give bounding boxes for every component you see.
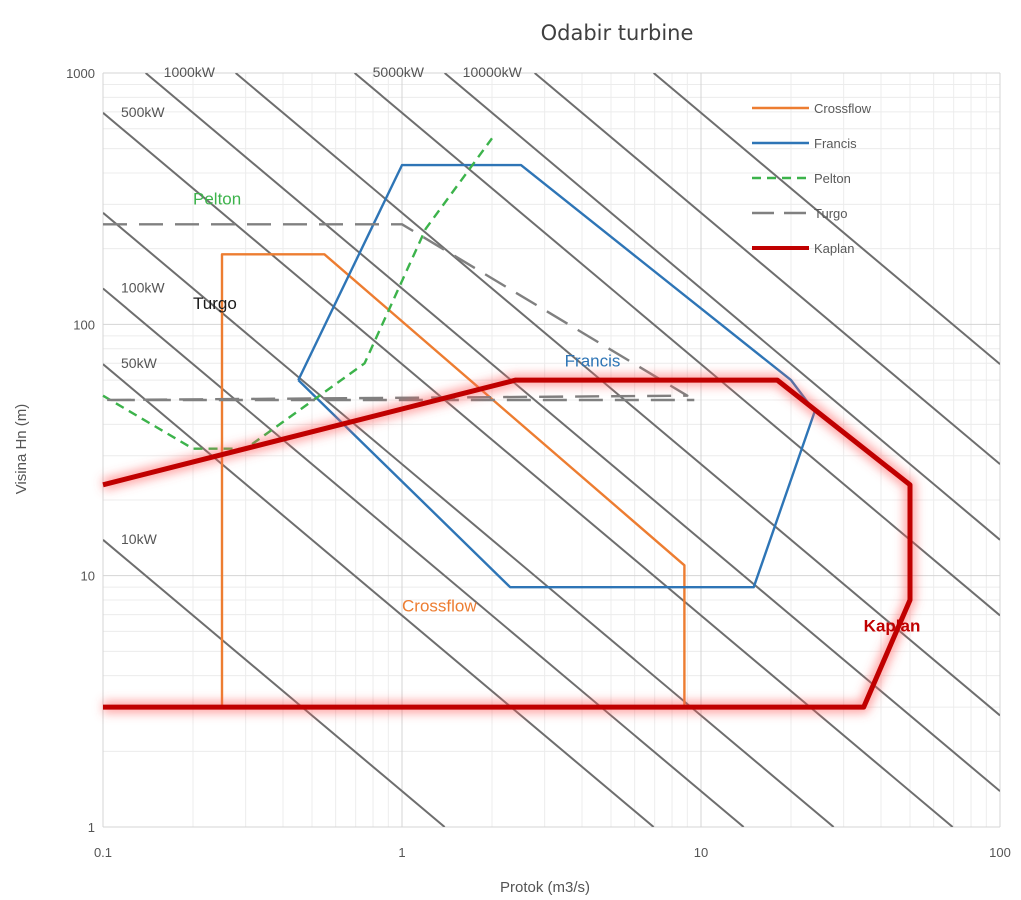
power-line-label: 100kW [121, 279, 165, 295]
power-line-label: 10kW [121, 531, 158, 547]
y-tick-label: 1 [88, 820, 95, 835]
region-label: Francis [565, 351, 621, 370]
x-tick-label: 100 [989, 845, 1011, 860]
legend-label: Kaplan [814, 241, 854, 256]
region-label: Crossflow [402, 597, 477, 616]
legend-label: Francis [814, 136, 857, 151]
power-line-label: 1000kW [164, 64, 216, 80]
region-labels: Pelton Turgo Francis Crossflow Kaplan [193, 189, 920, 635]
power-line [103, 287, 745, 827]
power-line [103, 212, 835, 827]
legend-label: Pelton [814, 171, 851, 186]
power-line [444, 73, 1000, 541]
series-turgo [101, 223, 695, 402]
power-line-label: 10000kW [463, 64, 523, 80]
series-crossflow [220, 253, 686, 708]
power-line [653, 73, 1000, 365]
x-tick-label: 10 [694, 845, 708, 860]
legend-label: Crossflow [814, 101, 872, 116]
region-label: Turgo [193, 294, 237, 313]
power-line-label: 500kW [121, 104, 165, 120]
power-line [103, 363, 655, 827]
power-line [235, 73, 1000, 717]
y-tick-label: 100 [73, 317, 95, 332]
legend: Crossflow Francis Pelton Turgo Kaplan [752, 101, 872, 256]
x-tick-label: 1 [398, 845, 405, 860]
series-kaplan [102, 377, 913, 710]
y-axis-title: Visina Hn (m) [13, 404, 30, 495]
x-axis-title: Protok (m3/s) [500, 879, 590, 896]
power-line [103, 539, 446, 827]
legend-label: Turgo [814, 206, 847, 221]
power-line-label: 5000kW [373, 64, 425, 80]
y-tick-label: 10 [81, 569, 95, 584]
power-line-label: 50kW [121, 355, 158, 371]
chart-title: Odabir turbine [541, 21, 694, 45]
power-line [534, 73, 1000, 465]
region-label: Pelton [193, 189, 241, 208]
series-pelton [102, 137, 493, 450]
kaplan-glow [101, 374, 916, 714]
x-tick-label: 0.1 [94, 845, 112, 860]
power-line [145, 73, 1000, 792]
axes: 10kW 50kW 100kW 500kW 1000kW 5000kW 10000kW 0.1… [66, 64, 1011, 860]
power-lines [103, 73, 1000, 827]
turbine-regions [101, 137, 916, 714]
y-tick-label: 1000 [66, 66, 95, 81]
power-line [354, 73, 1000, 617]
region-label: Kaplan [864, 616, 921, 635]
